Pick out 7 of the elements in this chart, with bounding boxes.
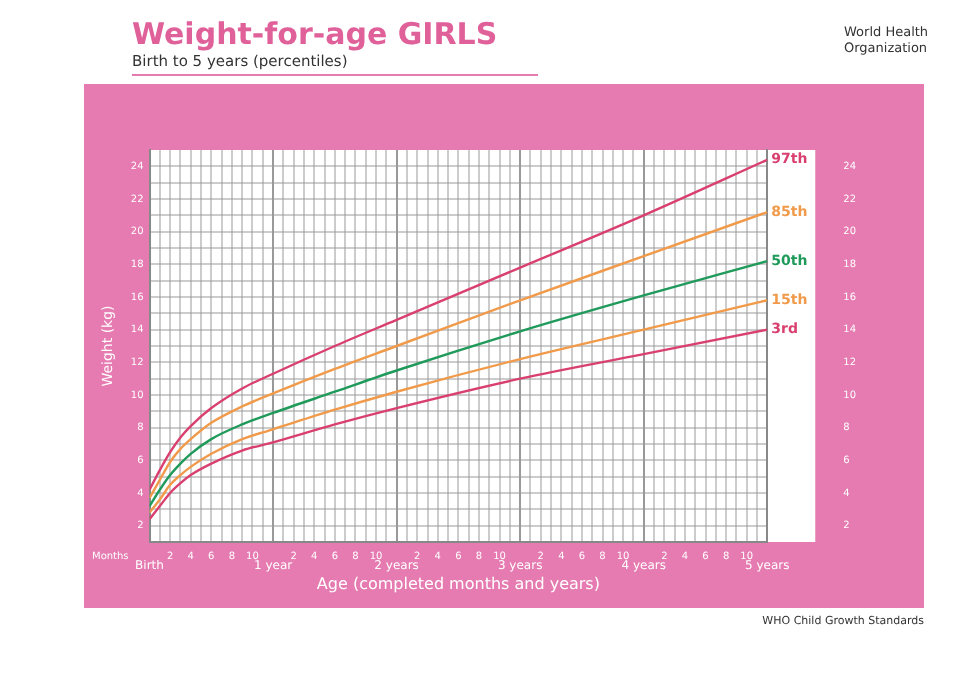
line-series xyxy=(149,259,768,508)
line-series xyxy=(149,328,768,521)
chart-title: Weight-for-age GIRLS xyxy=(132,16,498,52)
line-series xyxy=(149,299,768,514)
line-series xyxy=(149,210,768,500)
line-series xyxy=(149,158,768,491)
x-axis-title: Age (completed months and years) xyxy=(316,574,600,593)
